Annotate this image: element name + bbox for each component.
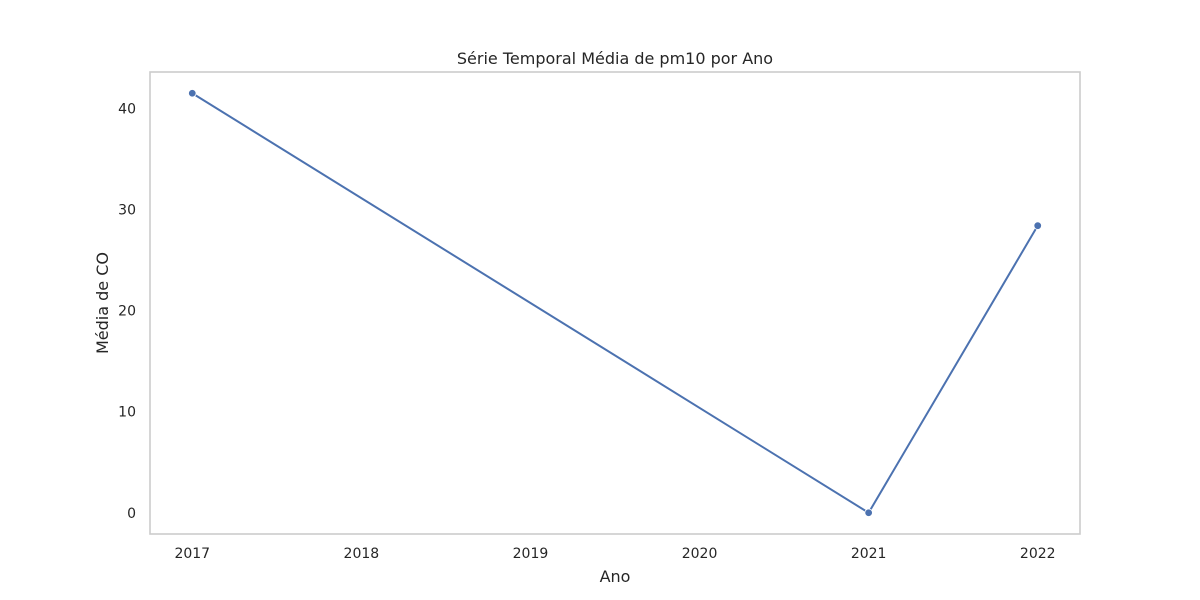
y-tick-label: 20	[118, 304, 136, 320]
y-tick-label: 30	[118, 202, 136, 218]
x-tick-label: 2018	[344, 546, 380, 562]
x-tick-label: 2019	[513, 546, 549, 562]
series-line	[191, 92, 1039, 514]
series-layer	[188, 89, 1042, 517]
data-point	[188, 89, 197, 98]
y-axis-ticks: 0 10 20 30 40	[118, 101, 136, 521]
x-tick-label: 2020	[682, 546, 718, 562]
x-tick-label: 2021	[851, 546, 887, 562]
y-tick-label: 0	[127, 506, 136, 522]
chart-title: Série Temporal Média de pm10 por Ano	[457, 49, 773, 68]
data-point	[1033, 221, 1042, 230]
x-tick-label: 2022	[1020, 546, 1056, 562]
data-point	[864, 508, 873, 517]
plot-frame	[149, 71, 1081, 535]
y-tick-label: 10	[118, 405, 136, 421]
y-axis-label: Média de CO	[93, 252, 112, 354]
x-axis-label: Ano	[600, 567, 631, 586]
x-axis-ticks: 2017 2018 2019 2020 2021 2022	[174, 546, 1055, 562]
x-tick-label: 2017	[174, 546, 210, 562]
y-tick-label: 40	[118, 101, 136, 117]
